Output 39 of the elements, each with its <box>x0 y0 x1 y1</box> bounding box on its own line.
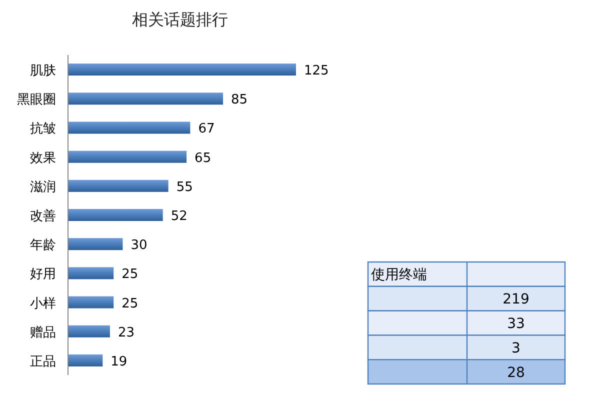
bar <box>68 150 187 163</box>
bar <box>68 64 296 76</box>
data-label: 125 <box>304 64 329 79</box>
bar <box>68 209 163 221</box>
y-tick-label: 赠品 <box>30 325 56 340</box>
y-tick-label: 滋润 <box>30 180 56 195</box>
y-tick-label: 好用 <box>30 267 56 282</box>
y-tick-label: 效果 <box>30 150 56 166</box>
bar <box>68 180 168 192</box>
y-tick-label: 肌肤 <box>30 64 56 79</box>
y-tick-label: 抗皱 <box>30 122 56 137</box>
data-label: 55 <box>176 180 193 195</box>
data-label: 25 <box>122 267 138 282</box>
data-label: 23 <box>118 325 134 340</box>
text: 使用终端 <box>371 267 427 284</box>
data-label: 85 <box>231 92 248 108</box>
bar <box>68 92 224 105</box>
y-tick-label: 黑眼圈 <box>17 92 56 108</box>
data-label: 30 <box>130 238 148 254</box>
chart-title: 相关话题排行 <box>132 10 228 29</box>
data-label: 65 <box>194 150 212 166</box>
bar <box>68 267 114 280</box>
data-label: 219 <box>502 292 530 308</box>
y-tick-label: 正品 <box>30 354 56 370</box>
bar <box>68 122 190 134</box>
data-label: 3 <box>512 340 520 356</box>
data-label: 33 <box>507 316 525 332</box>
bar <box>68 296 114 308</box>
data-label: 25 <box>122 296 138 312</box>
data-label: 52 <box>170 209 188 224</box>
y-tick-label: 改善 <box>30 208 56 224</box>
data-label: 28 <box>507 364 525 381</box>
data-label: 67 <box>198 122 215 137</box>
y-tick-label: 小样 <box>30 296 56 312</box>
data-label: 19 <box>110 354 128 370</box>
bar <box>68 325 110 338</box>
bar <box>68 238 123 250</box>
bar <box>68 354 103 366</box>
y-tick-label: 年龄 <box>30 238 56 254</box>
